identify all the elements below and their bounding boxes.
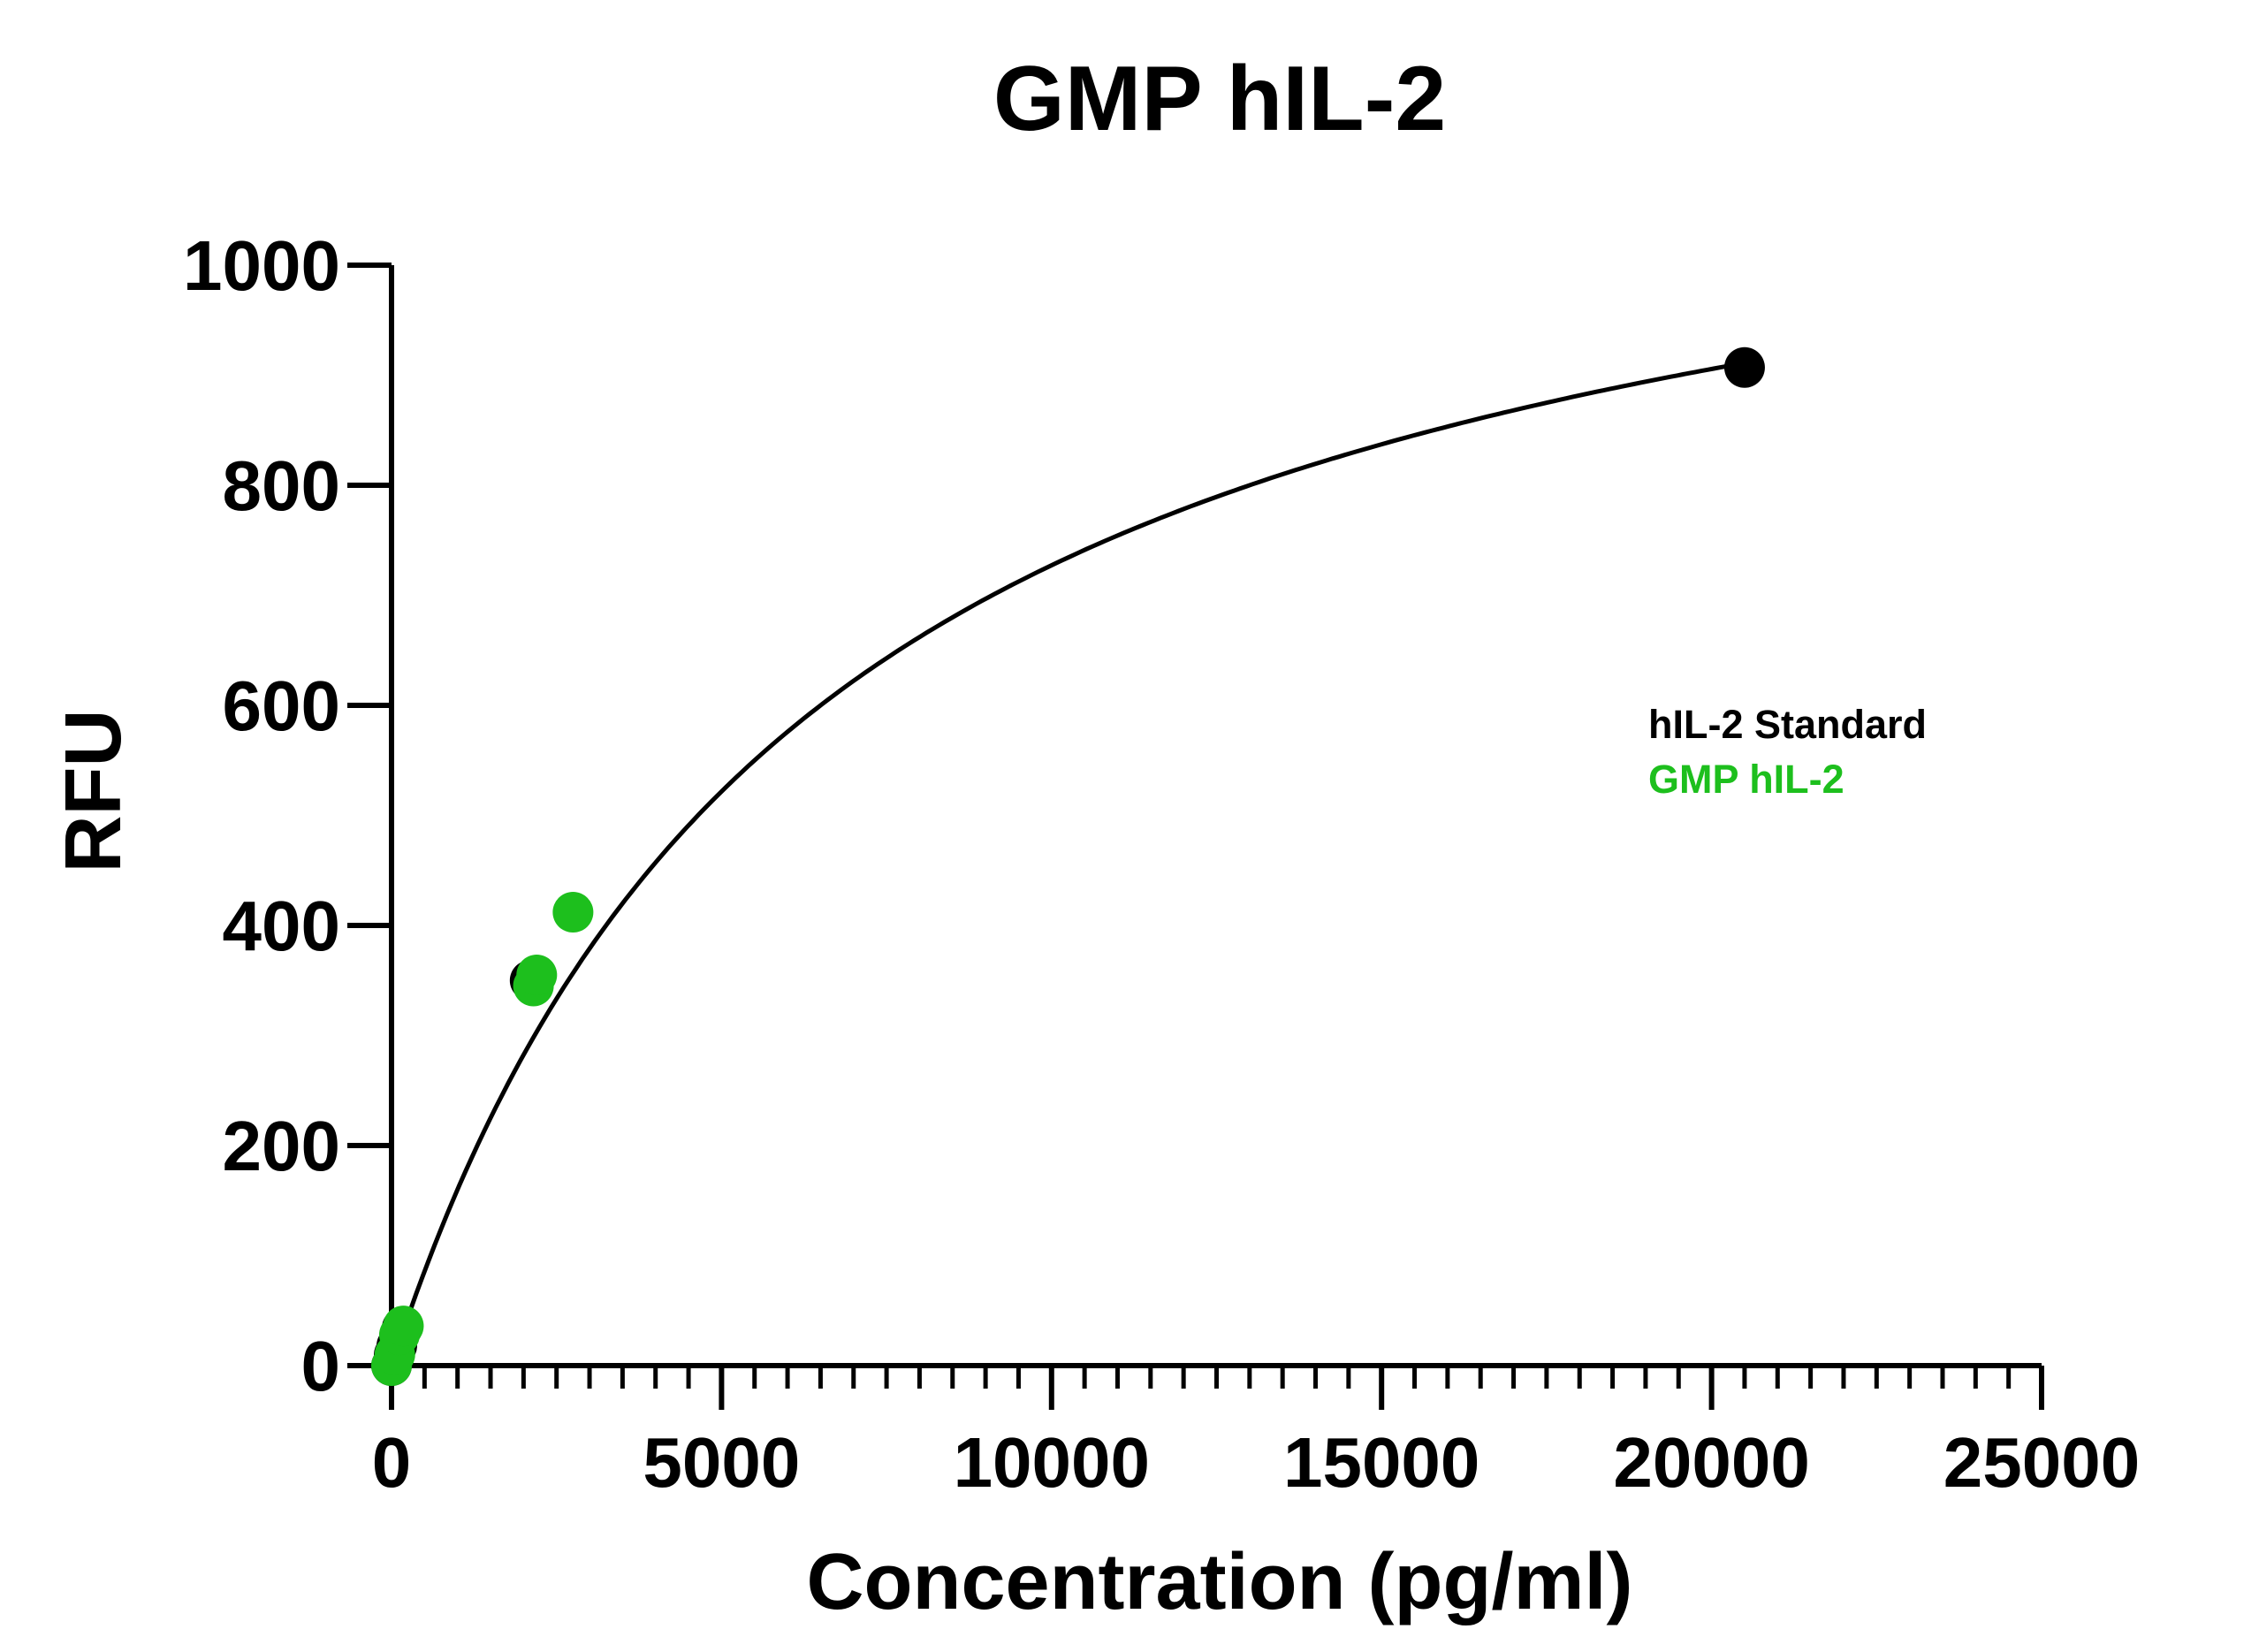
legend: hIL-2 Standard GMP hIL-2 <box>1648 702 1927 802</box>
legend-label: hIL-2 Standard <box>1648 702 1927 747</box>
y-tick-label: 1000 <box>183 226 340 305</box>
y-axis-label: RFU <box>49 710 138 873</box>
gmp-point <box>383 1306 424 1347</box>
gmp-point <box>552 892 594 933</box>
x-tick-label: 25000 <box>1943 1423 2140 1502</box>
y-tick-label: 600 <box>223 666 340 745</box>
x-tick-label: 20000 <box>1613 1423 1809 1502</box>
y-tick-label: 0 <box>301 1327 341 1405</box>
y-tick-label: 200 <box>223 1107 340 1185</box>
x-axis-label: Concentration (pg/ml) <box>807 1538 1633 1626</box>
chart-title: GMP hIL-2 <box>993 48 1446 150</box>
x-tick-label: 10000 <box>954 1423 1150 1502</box>
data-points <box>371 346 1765 1386</box>
standard-point <box>1723 346 1765 388</box>
gmp-point <box>516 955 558 996</box>
x-tick-label: 15000 <box>1283 1423 1479 1502</box>
fit-curve <box>389 361 1746 1367</box>
x-tick-label: 0 <box>372 1423 412 1502</box>
y-tick-label: 800 <box>223 446 340 525</box>
y-tick-label: 400 <box>223 887 340 965</box>
x-tick-label: 5000 <box>643 1423 800 1502</box>
legend-label: GMP hIL-2 <box>1648 757 1844 802</box>
